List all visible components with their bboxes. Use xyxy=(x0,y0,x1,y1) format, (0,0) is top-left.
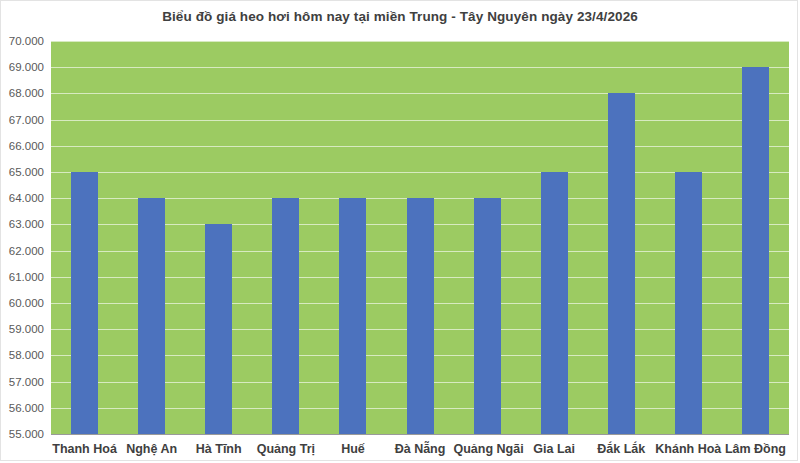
y-axis-label: 61.000 xyxy=(1,270,44,284)
x-axis-label: Quảng Trị xyxy=(252,442,319,456)
x-axis-label: Hà Tĩnh xyxy=(185,442,252,456)
gridline xyxy=(51,93,789,94)
gridline xyxy=(51,146,789,147)
y-axis-label: 60.000 xyxy=(1,296,44,310)
x-axis-label: Quảng Ngãi xyxy=(454,442,521,456)
bar-Quảng Ngãi xyxy=(474,198,501,434)
chart-title: Biểu đồ giá heo hơi hôm nay tại miền Tru… xyxy=(1,9,799,24)
bar-chart: Biểu đồ giá heo hơi hôm nay tại miền Tru… xyxy=(0,0,798,461)
bar-Lâm Đồng xyxy=(742,67,769,434)
bar-Nghệ An xyxy=(138,198,165,434)
gridline xyxy=(51,120,789,121)
x-axis-label: Huế xyxy=(319,442,386,456)
x-axis-label: Nghệ An xyxy=(118,442,185,456)
x-axis-label: Lâm Đồng xyxy=(722,442,789,456)
y-axis-label: 57.000 xyxy=(1,375,44,389)
x-axis-label: Đắk Lắk xyxy=(588,442,655,456)
bar-Quảng Trị xyxy=(272,198,299,434)
bar-Đắk Lắk xyxy=(608,93,635,434)
bar-Thanh Hoá xyxy=(71,172,98,434)
x-axis-label: Đà Nẵng xyxy=(387,442,454,456)
bar-Gia Lai xyxy=(541,172,568,434)
y-axis-label: 68.000 xyxy=(1,86,44,100)
y-axis-label: 65.000 xyxy=(1,165,44,179)
y-axis-label: 58.000 xyxy=(1,348,44,362)
y-axis-label: 56.000 xyxy=(1,401,44,415)
gridline xyxy=(51,41,789,42)
plot-area xyxy=(51,41,789,435)
y-axis-label: 70.000 xyxy=(1,34,44,48)
y-axis-label: 67.000 xyxy=(1,113,44,127)
y-axis-label: 63.000 xyxy=(1,217,44,231)
x-axis-label: Gia Lai xyxy=(521,442,588,456)
y-axis-label: 59.000 xyxy=(1,322,44,336)
bar-Hà Tĩnh xyxy=(205,224,232,434)
gridline xyxy=(51,67,789,68)
y-axis-label: 69.000 xyxy=(1,60,44,74)
x-axis-label: Thanh Hoá xyxy=(51,442,118,456)
y-axis-label: 64.000 xyxy=(1,191,44,205)
y-axis-label: 66.000 xyxy=(1,139,44,153)
y-axis-label: 62.000 xyxy=(1,244,44,258)
bar-Huế xyxy=(339,198,366,434)
bar-Khánh Hoà xyxy=(675,172,702,434)
x-axis-label: Khánh Hoà xyxy=(655,442,722,456)
y-axis-label: 55.000 xyxy=(1,427,44,441)
bar-Đà Nẵng xyxy=(407,198,434,434)
